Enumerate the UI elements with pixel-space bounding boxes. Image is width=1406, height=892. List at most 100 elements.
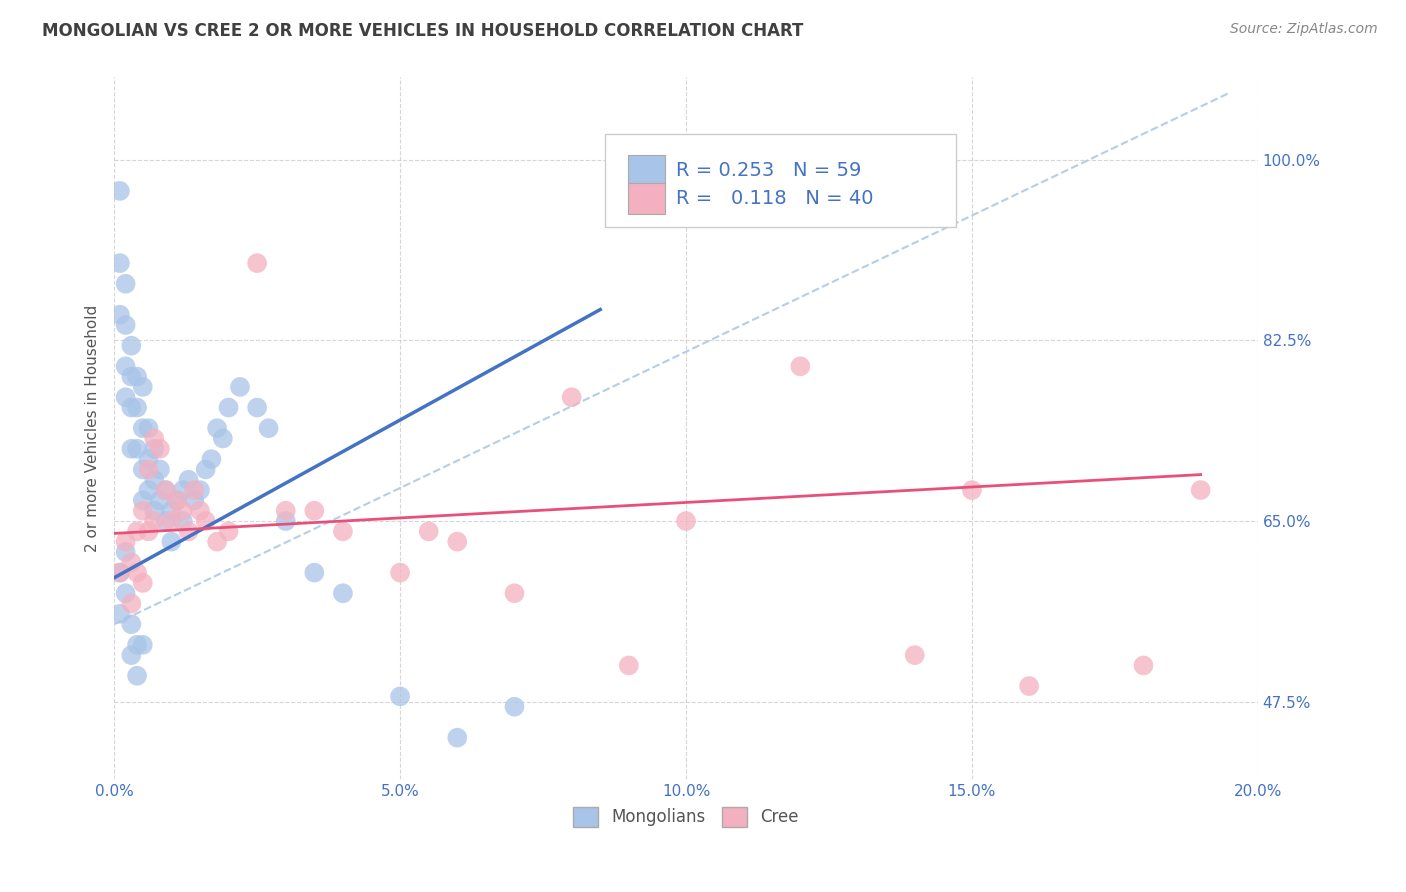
Point — [149, 442, 172, 456]
Point — [172, 483, 194, 497]
Point — [155, 483, 177, 497]
Y-axis label: 2 or more Vehicles in Household: 2 or more Vehicles in Household — [86, 304, 100, 552]
Point — [138, 524, 160, 539]
Point — [138, 462, 160, 476]
Point — [446, 731, 468, 745]
Point — [132, 638, 155, 652]
Point — [304, 504, 326, 518]
Point — [246, 256, 269, 270]
Point — [125, 524, 148, 539]
Point — [120, 369, 142, 384]
Point — [561, 390, 583, 404]
Point — [789, 359, 811, 374]
Point — [332, 586, 354, 600]
Point — [418, 524, 440, 539]
Point — [132, 575, 155, 590]
Point — [114, 390, 136, 404]
Point — [1189, 483, 1212, 497]
Point — [120, 555, 142, 569]
Point — [177, 473, 200, 487]
Point — [132, 421, 155, 435]
Point — [120, 648, 142, 662]
Point — [904, 648, 927, 662]
Point — [389, 566, 412, 580]
Point — [194, 514, 217, 528]
Point — [274, 504, 297, 518]
Point — [218, 401, 240, 415]
Point — [503, 586, 526, 600]
Point — [257, 421, 280, 435]
Point — [218, 524, 240, 539]
Point — [274, 514, 297, 528]
Point — [446, 534, 468, 549]
Point — [114, 277, 136, 291]
Point — [183, 493, 205, 508]
Point — [1132, 658, 1154, 673]
Point — [125, 638, 148, 652]
Point — [229, 380, 252, 394]
Point — [183, 483, 205, 497]
Point — [205, 534, 228, 549]
Point — [143, 432, 166, 446]
Point — [172, 504, 194, 518]
Point — [160, 514, 183, 528]
Point — [108, 184, 131, 198]
Point — [132, 504, 155, 518]
Point — [114, 318, 136, 332]
Point — [125, 669, 148, 683]
Point — [960, 483, 983, 497]
Point — [1018, 679, 1040, 693]
Point — [617, 658, 640, 673]
Point — [120, 442, 142, 456]
Point — [120, 617, 142, 632]
Point — [114, 359, 136, 374]
Point — [125, 369, 148, 384]
Point — [108, 566, 131, 580]
Point — [108, 256, 131, 270]
Point — [138, 483, 160, 497]
Point — [114, 545, 136, 559]
Point — [211, 432, 233, 446]
Text: Source: ZipAtlas.com: Source: ZipAtlas.com — [1230, 22, 1378, 37]
Point — [114, 586, 136, 600]
Point — [120, 597, 142, 611]
Text: MONGOLIAN VS CREE 2 OR MORE VEHICLES IN HOUSEHOLD CORRELATION CHART: MONGOLIAN VS CREE 2 OR MORE VEHICLES IN … — [42, 22, 804, 40]
Point — [114, 534, 136, 549]
Text: R = 0.253   N = 59: R = 0.253 N = 59 — [676, 161, 862, 180]
Point — [120, 401, 142, 415]
Point — [120, 339, 142, 353]
Point — [108, 566, 131, 580]
Legend: Mongolians, Cree: Mongolians, Cree — [567, 800, 806, 834]
Point — [108, 607, 131, 621]
Point — [138, 452, 160, 467]
Point — [166, 493, 188, 508]
Point — [155, 483, 177, 497]
Point — [125, 401, 148, 415]
Point — [177, 524, 200, 539]
Point — [503, 699, 526, 714]
Point — [155, 514, 177, 528]
Point — [138, 421, 160, 435]
Point — [132, 493, 155, 508]
Point — [132, 380, 155, 394]
Point — [675, 514, 697, 528]
Point — [188, 483, 211, 497]
Point — [332, 524, 354, 539]
Point — [125, 566, 148, 580]
Point — [143, 504, 166, 518]
Point — [205, 421, 228, 435]
Point — [108, 308, 131, 322]
Point — [166, 493, 188, 508]
Point — [160, 504, 183, 518]
Text: R =   0.118   N = 40: R = 0.118 N = 40 — [676, 188, 873, 208]
Point — [149, 493, 172, 508]
Point — [194, 462, 217, 476]
Point — [143, 442, 166, 456]
Point — [143, 514, 166, 528]
Point — [200, 452, 222, 467]
Point — [188, 504, 211, 518]
Point — [149, 462, 172, 476]
Point — [246, 401, 269, 415]
Point — [143, 473, 166, 487]
Point — [160, 534, 183, 549]
